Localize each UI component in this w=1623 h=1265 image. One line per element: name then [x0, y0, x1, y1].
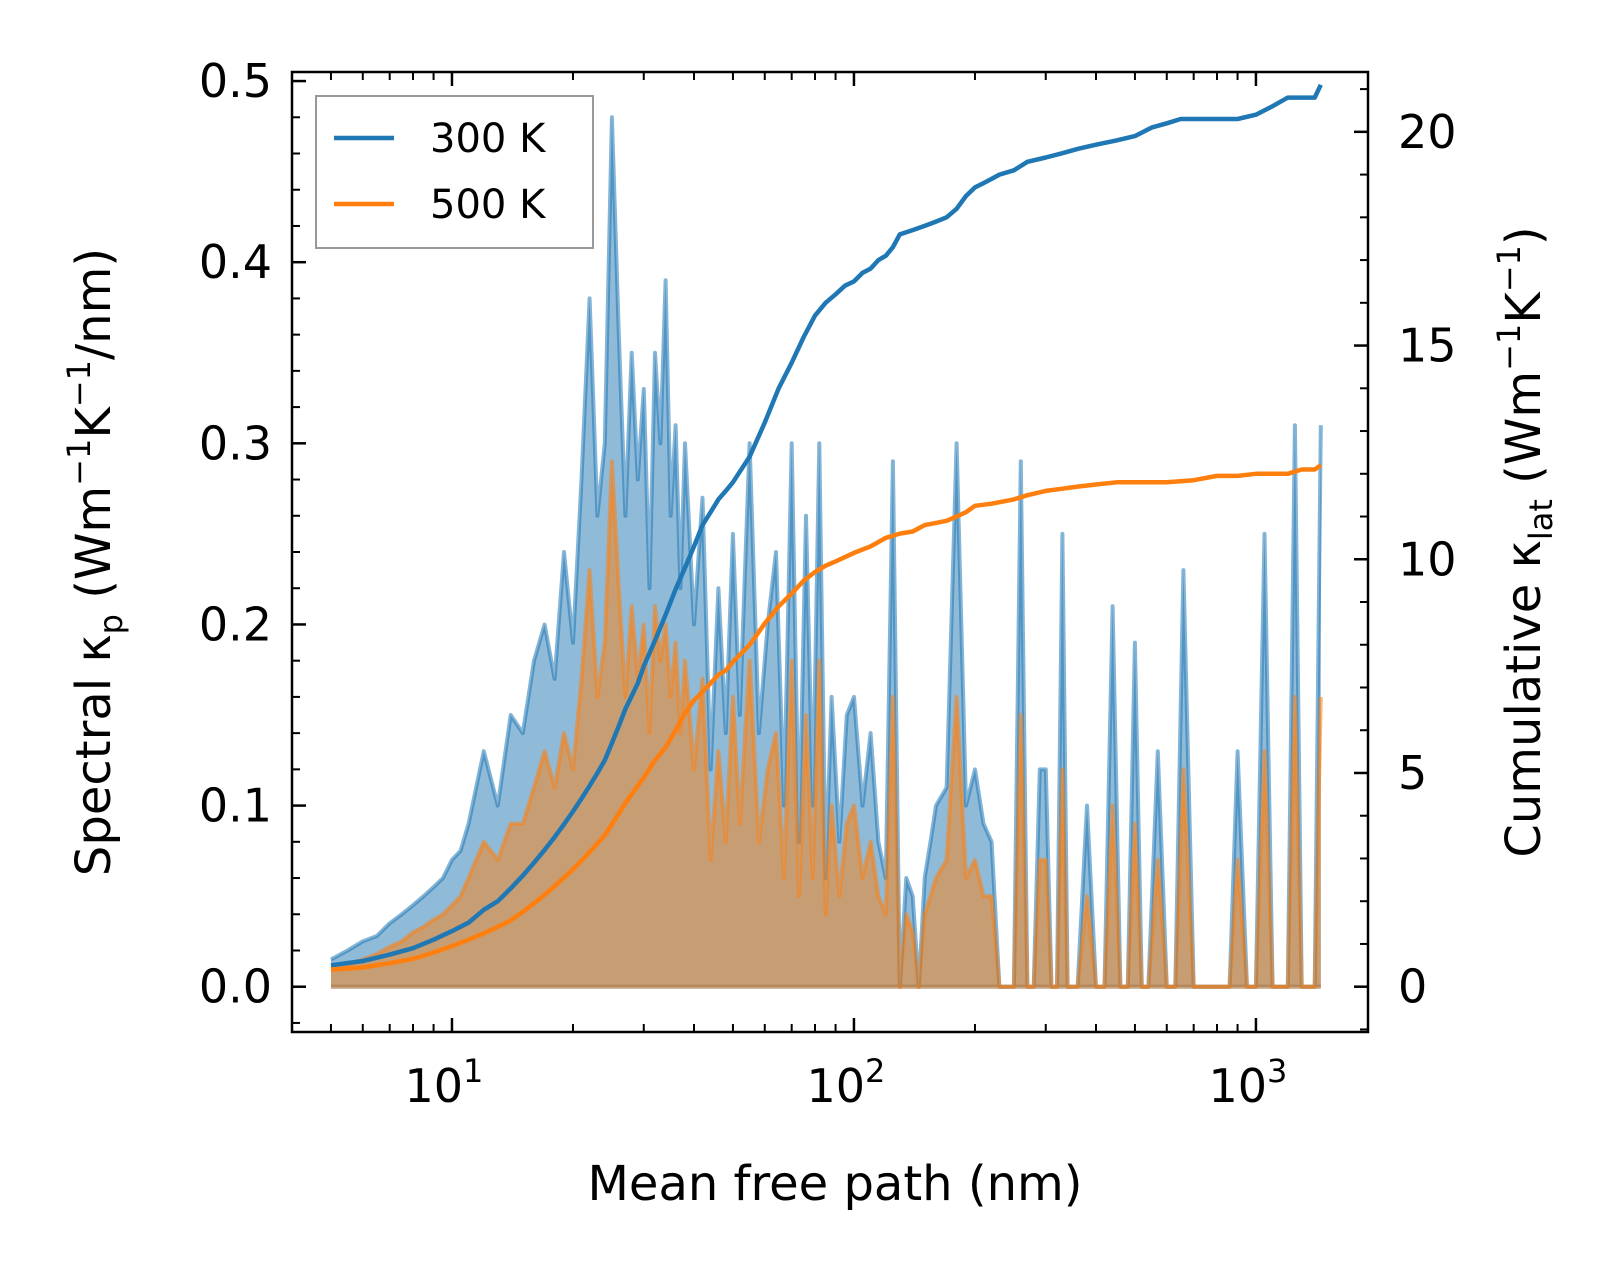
x-tick-label: 103: [1208, 1052, 1287, 1113]
y-left-axis-label: Spectral κp (Wm−1K−1/nm): [60, 248, 130, 876]
y-left-tick-label: 0.5: [199, 54, 272, 108]
cumulative-line-500k: [330, 463, 1323, 972]
y-right-tick-label: 0: [1398, 960, 1427, 1014]
y-left-tick-label: 0.1: [199, 779, 272, 833]
y-left-tick-label: 0.3: [199, 416, 272, 470]
axis-ticks: 101 102 103 0.0 0.1 0.2 0.3 0.4 0.5 0 5 10 15 20: [199, 54, 1457, 1113]
x-tick-label: 102: [807, 1052, 886, 1113]
y-right-axis-label: Cumulative κlat (Wm−1K−1): [1490, 226, 1560, 857]
y-right-tick-label: 20: [1398, 105, 1457, 159]
x-axis-label: Mean free path (nm): [588, 1156, 1083, 1212]
spectral-line-layer: [330, 115, 1323, 989]
legend: 300 K 500 K: [315, 95, 594, 249]
spectral-fill-layer: [331, 117, 1321, 987]
spectral-fill-500k: [331, 461, 1321, 987]
y-left-tick-label: 0.0: [199, 960, 272, 1014]
y-right-tick-label: 15: [1398, 319, 1457, 373]
y-right-tick-label: 10: [1398, 532, 1457, 586]
legend-label-300k: 300 K: [430, 116, 547, 162]
axis-labels: Mean free path (nm) Spectral κp (Wm−1K−1/…: [60, 226, 1560, 1212]
y-right-tick-label: 5: [1398, 746, 1427, 800]
legend-box: [315, 95, 594, 249]
legend-label-500k: 500 K: [430, 182, 547, 228]
y-left-tick-label: 0.2: [199, 597, 272, 651]
cumulative-line-300k: [330, 83, 1323, 968]
spectral-line-500k: [330, 459, 1323, 989]
cumulative-line-layer: [330, 83, 1323, 972]
x-tick-label: 101: [405, 1052, 484, 1113]
spectral-line-300k: [330, 115, 1323, 989]
y-left-tick-label: 0.4: [199, 235, 272, 289]
